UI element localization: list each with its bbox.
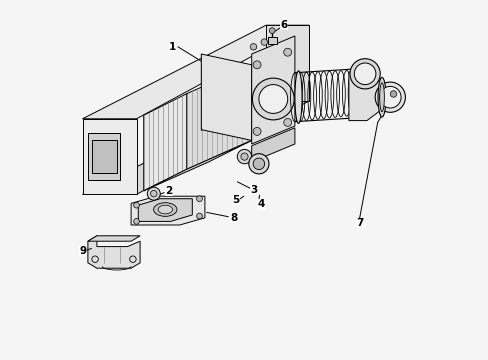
Polygon shape bbox=[82, 101, 309, 194]
Polygon shape bbox=[138, 199, 192, 221]
Polygon shape bbox=[82, 119, 136, 194]
Circle shape bbox=[253, 158, 264, 170]
Circle shape bbox=[250, 44, 256, 50]
Ellipse shape bbox=[153, 203, 177, 216]
Circle shape bbox=[253, 127, 261, 135]
Circle shape bbox=[389, 91, 396, 97]
Circle shape bbox=[283, 48, 291, 56]
Polygon shape bbox=[88, 236, 140, 268]
Circle shape bbox=[196, 213, 202, 219]
Text: 5: 5 bbox=[231, 195, 239, 205]
Circle shape bbox=[133, 202, 139, 208]
Text: 8: 8 bbox=[230, 213, 237, 223]
Circle shape bbox=[252, 78, 294, 120]
Polygon shape bbox=[82, 25, 309, 119]
Circle shape bbox=[354, 63, 375, 85]
Circle shape bbox=[258, 85, 287, 113]
Circle shape bbox=[241, 153, 247, 160]
Circle shape bbox=[196, 196, 202, 202]
Ellipse shape bbox=[377, 77, 385, 117]
Text: 4: 4 bbox=[257, 199, 264, 210]
Circle shape bbox=[379, 86, 400, 108]
Polygon shape bbox=[348, 72, 381, 121]
Circle shape bbox=[150, 190, 157, 197]
Circle shape bbox=[253, 61, 261, 69]
Polygon shape bbox=[88, 236, 140, 241]
Ellipse shape bbox=[294, 71, 302, 123]
Polygon shape bbox=[143, 94, 186, 191]
Text: 7: 7 bbox=[355, 218, 363, 228]
Polygon shape bbox=[267, 37, 276, 44]
Polygon shape bbox=[88, 133, 120, 180]
Ellipse shape bbox=[379, 83, 384, 112]
Text: 6: 6 bbox=[280, 20, 287, 30]
Circle shape bbox=[133, 219, 139, 224]
Circle shape bbox=[269, 28, 275, 33]
Polygon shape bbox=[186, 65, 251, 169]
Circle shape bbox=[261, 39, 267, 45]
Polygon shape bbox=[91, 140, 117, 173]
Polygon shape bbox=[201, 54, 251, 140]
Ellipse shape bbox=[158, 205, 172, 214]
Text: 2: 2 bbox=[165, 186, 172, 196]
Text: 9: 9 bbox=[80, 246, 86, 256]
Circle shape bbox=[237, 149, 251, 164]
Circle shape bbox=[374, 82, 405, 112]
Circle shape bbox=[147, 187, 160, 200]
Text: 1: 1 bbox=[168, 42, 176, 52]
Polygon shape bbox=[251, 128, 294, 162]
Circle shape bbox=[283, 118, 291, 126]
Polygon shape bbox=[251, 36, 294, 144]
Polygon shape bbox=[265, 25, 309, 101]
Polygon shape bbox=[131, 196, 204, 225]
Circle shape bbox=[349, 59, 380, 89]
Text: 3: 3 bbox=[249, 185, 257, 195]
Circle shape bbox=[248, 154, 268, 174]
Polygon shape bbox=[143, 140, 251, 191]
